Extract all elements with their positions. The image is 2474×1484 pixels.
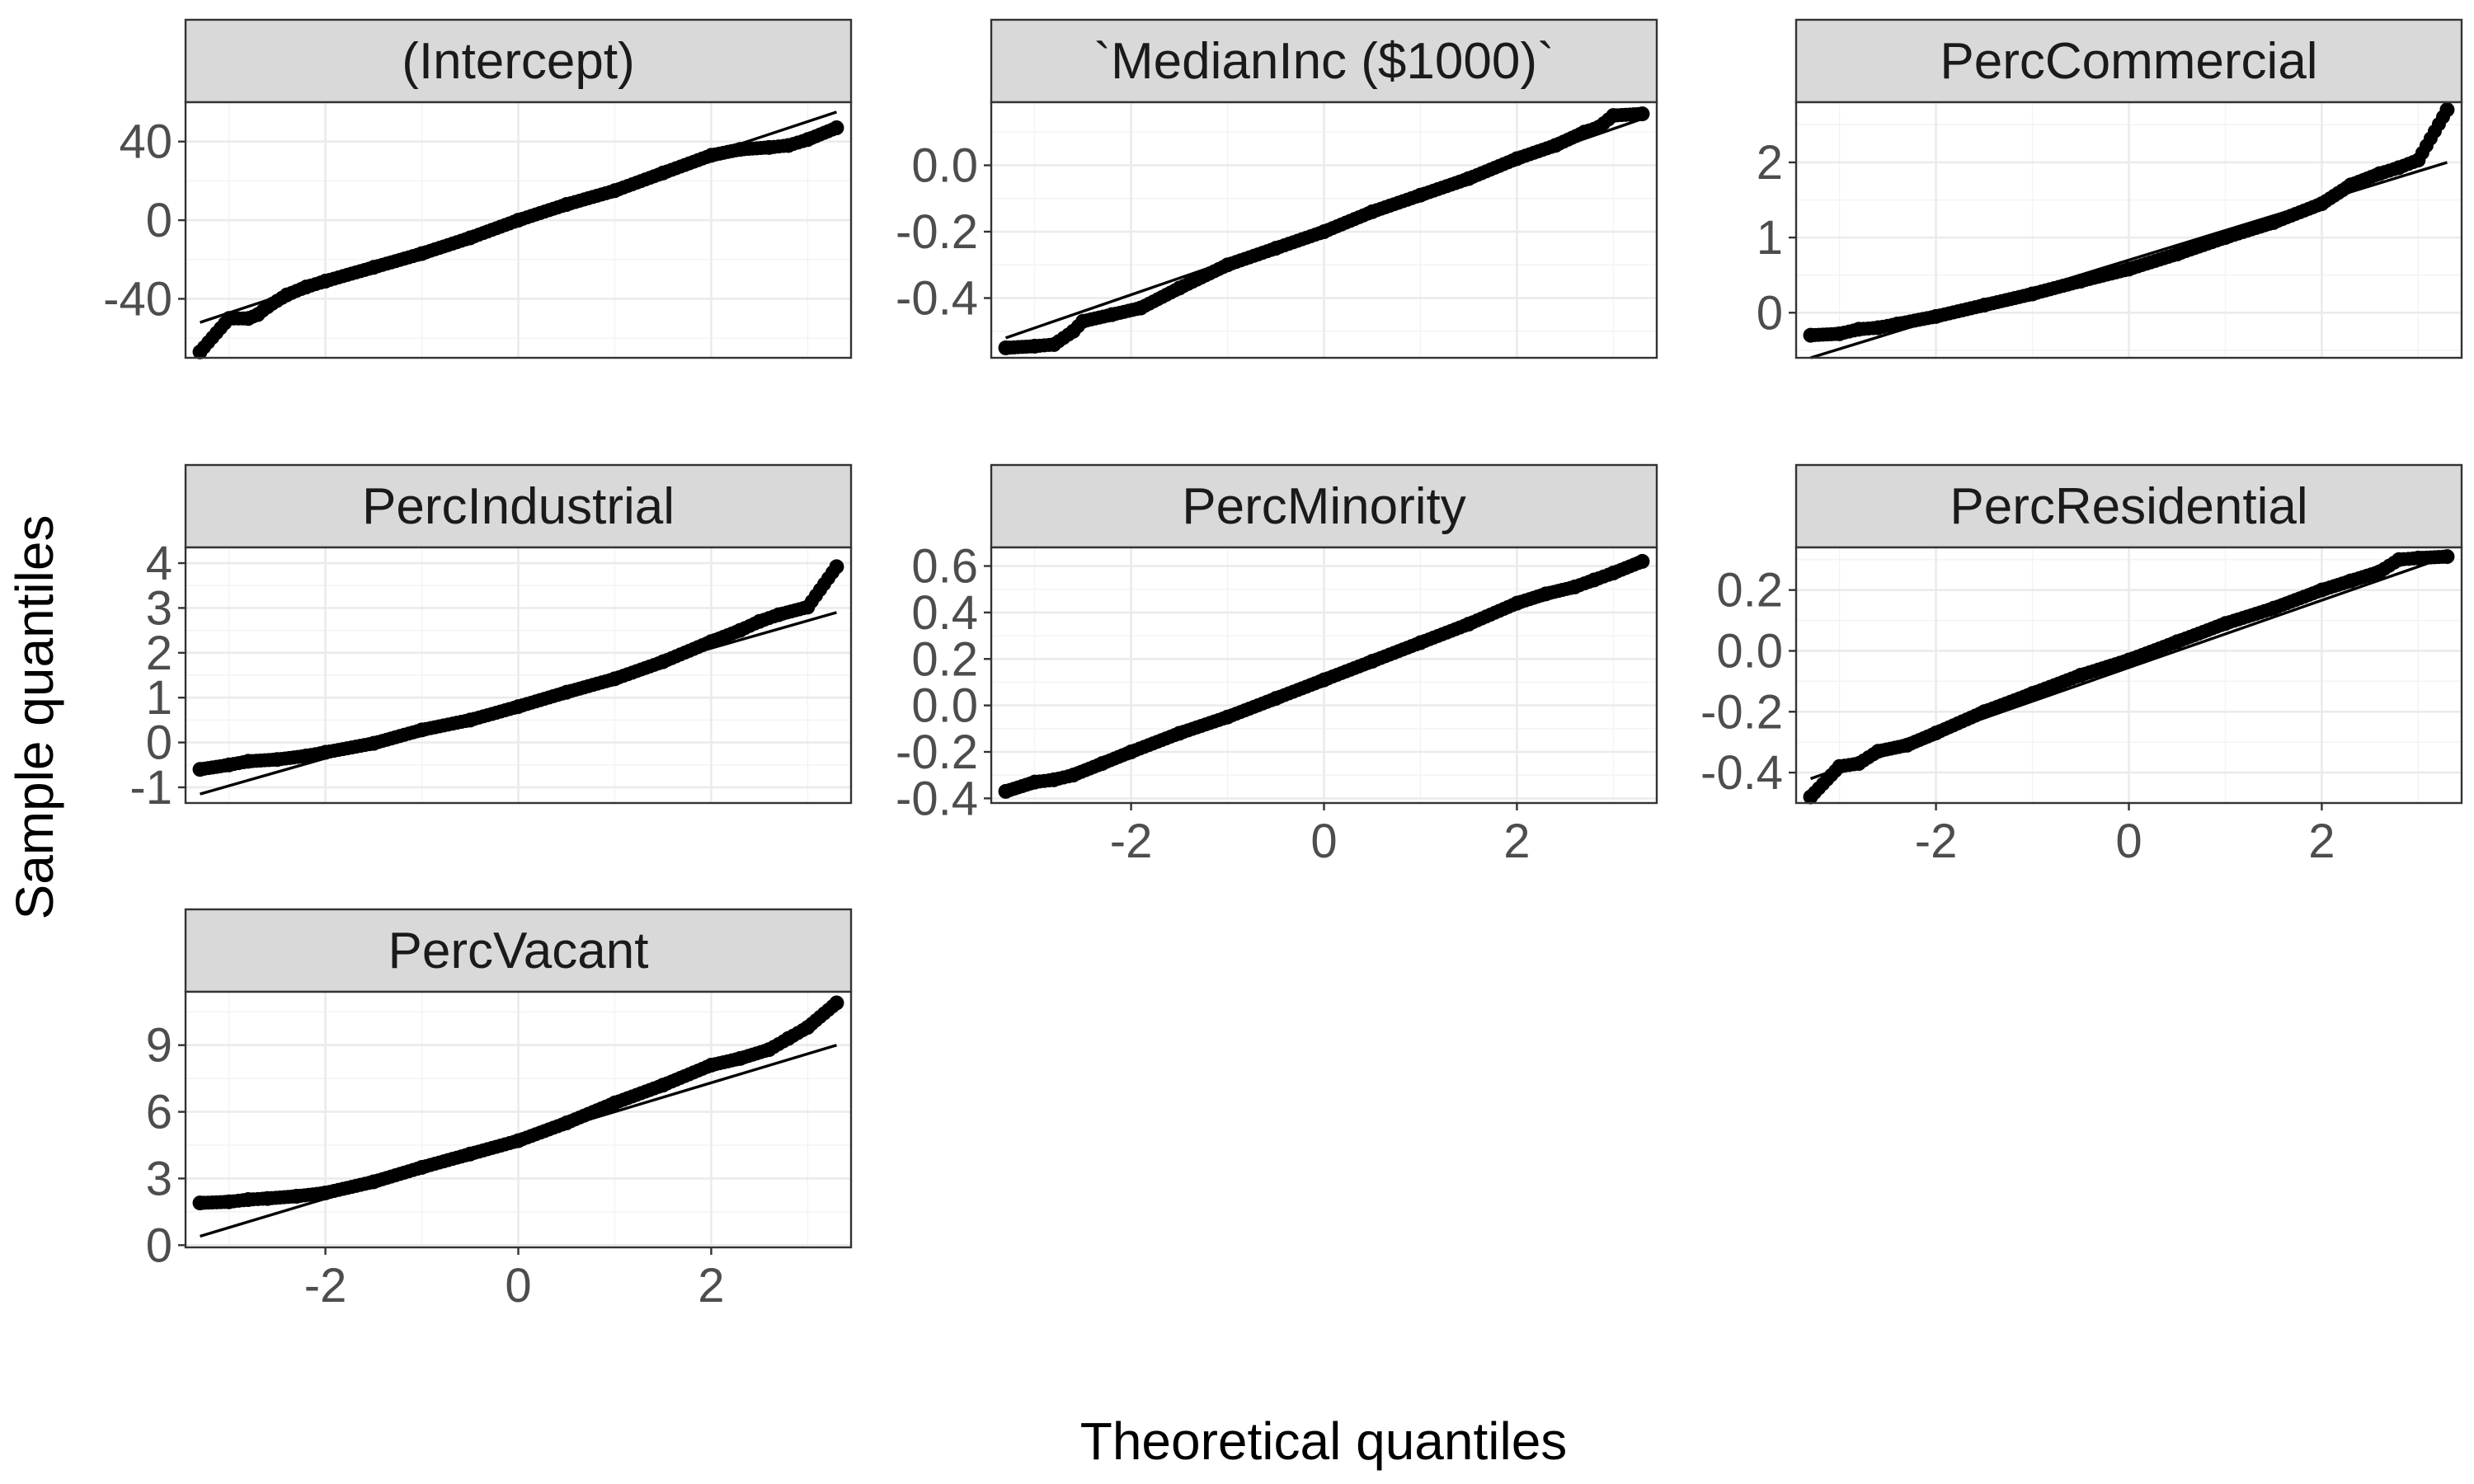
y-tick-label: -40 <box>103 272 172 326</box>
qq-point <box>1634 553 1650 569</box>
qq-point <box>829 120 844 135</box>
qq-point <box>2439 102 2455 118</box>
qq-point <box>829 559 844 575</box>
x-tick-label: -2 <box>1915 815 1958 868</box>
y-tick-label: 0 <box>1757 286 1783 340</box>
facet-strip <box>990 463 1658 549</box>
facet-strip <box>1794 18 2463 104</box>
x-tick-label: 0 <box>1310 815 1337 868</box>
x-tick-label: 0 <box>2115 815 2142 868</box>
y-tick-label: 2 <box>146 627 172 680</box>
panel-border <box>184 101 853 359</box>
y-tick-label: -0.2 <box>896 726 978 779</box>
y-tick-label: 3 <box>146 581 172 635</box>
facet-panel: `MedianInc ($1000)` -0.4 -0.2 0.0 <box>896 18 1658 359</box>
y-tick-label: 6 <box>146 1086 172 1139</box>
panel-border <box>184 546 853 805</box>
y-tick-label: 1 <box>1757 211 1783 265</box>
y-tick-label: -1 <box>129 761 172 815</box>
x-tick-label: 2 <box>1503 815 1530 868</box>
y-tick-label: 4 <box>146 537 172 590</box>
x-tick-label: 2 <box>698 1259 724 1313</box>
qq-point <box>2439 549 2455 565</box>
facet-panel: PercResidential -0.4 -0.2 0.0 0.2 -2 0 2 <box>1700 463 2463 868</box>
y-tick-label: -0.2 <box>896 205 978 259</box>
y-tick-label: -0.4 <box>896 272 978 326</box>
y-tick-label: 0.2 <box>911 632 978 686</box>
facet-strip-title: PercMinority <box>1182 478 1466 535</box>
x-tick-label: 2 <box>2308 815 2335 868</box>
facet-strip <box>184 908 853 993</box>
qq-point <box>1634 106 1650 122</box>
facet-strip-title: `MedianInc ($1000)` <box>1094 33 1554 90</box>
panel-border <box>990 101 1658 359</box>
panel-border <box>1794 101 2463 359</box>
y-tick-label: -0.4 <box>1700 746 1783 800</box>
facet-panel: PercCommercial 0 1 2 <box>1757 18 2463 359</box>
x-tick-label: -2 <box>304 1259 347 1313</box>
x-tick-label: -2 <box>1110 815 1153 868</box>
y-tick-label: 0 <box>146 1219 172 1272</box>
y-tick-label: 0.0 <box>1716 624 1783 678</box>
y-tick-label: -0.4 <box>896 772 978 825</box>
y-tick-label: 0.2 <box>1716 564 1783 618</box>
y-tick-label: 2 <box>1757 136 1783 190</box>
x-tick-label: 0 <box>505 1259 531 1313</box>
y-tick-label: 3 <box>146 1152 172 1205</box>
facet-strip-title: (Intercept) <box>402 33 635 90</box>
facet-panel: PercMinority -0.4-0.20.00.20.40.6 -2 0 2 <box>896 463 1658 868</box>
y-axis-title: Sample quantiles <box>5 515 64 920</box>
facet-panel: PercVacant 0 3 6 9 -2 0 2 <box>146 908 853 1313</box>
facet-strip <box>184 463 853 549</box>
x-axis-title: Theoretical quantiles <box>1080 1411 1568 1471</box>
y-tick-label: 0.6 <box>911 540 978 594</box>
y-tick-label: 9 <box>146 1019 172 1073</box>
y-tick-label: 0.0 <box>911 139 978 192</box>
facet-panel: (Intercept) -40 0 40 <box>103 18 853 359</box>
facet-strip-title: PercIndustrial <box>362 478 675 535</box>
facet-strip-title: PercCommercial <box>1940 33 2317 90</box>
y-tick-label: 0 <box>146 716 172 770</box>
y-tick-label: 0 <box>146 194 172 247</box>
facet-strip-title: PercVacant <box>388 923 649 979</box>
y-tick-label: 0.4 <box>911 586 978 640</box>
y-tick-label: 1 <box>146 671 172 725</box>
y-tick-label: 40 <box>119 115 172 169</box>
y-tick-label: 0.0 <box>911 679 978 733</box>
facet-strip <box>184 18 853 104</box>
qq-point <box>829 995 844 1011</box>
y-tick-label: -0.2 <box>1700 685 1783 739</box>
facet-strip-title: PercResidential <box>1950 478 2307 535</box>
